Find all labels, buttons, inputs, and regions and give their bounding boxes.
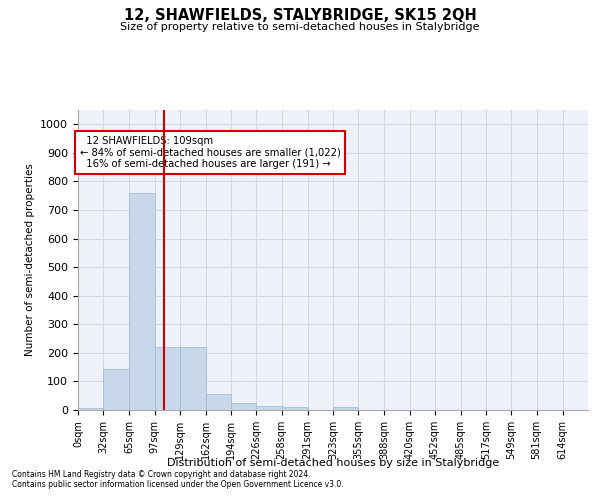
Bar (180, 347, 206, 410)
Bar (206, 394, 231, 410)
Bar (231, 403, 256, 410)
Bar (78, 408, 103, 410)
Text: 12, SHAWFIELDS, STALYBRIDGE, SK15 2QH: 12, SHAWFIELDS, STALYBRIDGE, SK15 2QH (124, 8, 476, 22)
Y-axis label: Number of semi-detached properties: Number of semi-detached properties (25, 164, 35, 356)
Text: Contains public sector information licensed under the Open Government Licence v3: Contains public sector information licen… (12, 480, 344, 489)
Text: Contains HM Land Registry data © Crown copyright and database right 2024.: Contains HM Land Registry data © Crown c… (12, 470, 311, 479)
Bar (256, 406, 281, 410)
Bar (130, 193, 155, 410)
Text: 12 SHAWFIELDS: 109sqm
← 84% of semi-detached houses are smaller (1,022)
  16% of: 12 SHAWFIELDS: 109sqm ← 84% of semi-deta… (80, 136, 340, 169)
Bar (155, 347, 180, 410)
Text: Distribution of semi-detached houses by size in Stalybridge: Distribution of semi-detached houses by … (167, 458, 499, 468)
Bar (333, 406, 358, 410)
Text: Size of property relative to semi-detached houses in Stalybridge: Size of property relative to semi-detach… (120, 22, 480, 32)
Bar (281, 406, 308, 410)
Bar (103, 368, 130, 410)
